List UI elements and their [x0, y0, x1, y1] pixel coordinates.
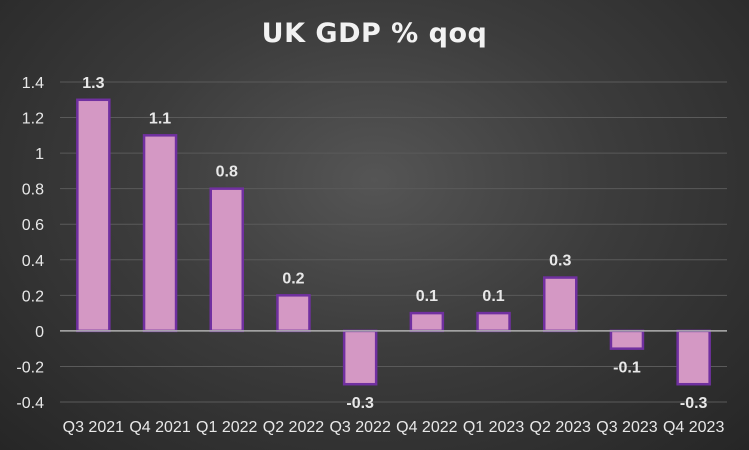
x-tick-label: Q3 2023 [596, 419, 657, 436]
data-label: 0.1 [416, 288, 438, 305]
data-label: -0.3 [346, 395, 374, 412]
bar [409, 311, 445, 333]
x-tick-label: Q3 2022 [329, 419, 390, 436]
y-tick-label: -0.2 [16, 359, 44, 376]
data-label: 1.1 [149, 110, 171, 127]
x-tick-label: Q4 2023 [663, 419, 724, 436]
y-tick-label: 0.8 [22, 182, 44, 199]
y-tick-label: 0.2 [22, 288, 44, 305]
bar [209, 187, 244, 333]
y-tick-label: 0 [35, 324, 44, 341]
x-tick-label: Q2 2023 [530, 419, 591, 436]
chart-title: UK GDP % qoq [261, 18, 488, 49]
bar [676, 329, 711, 386]
y-tick-label: 0.6 [22, 217, 44, 234]
y-tick-label: 1.2 [22, 111, 44, 128]
bar [142, 134, 178, 333]
data-label: -0.1 [613, 360, 641, 377]
x-tick-label: Q1 2023 [463, 419, 524, 436]
bar [76, 98, 111, 333]
bar [342, 329, 378, 386]
x-tick-label: Q1 2022 [196, 419, 257, 436]
y-tick-label: 1 [35, 146, 44, 163]
y-tick-label: 1.4 [22, 75, 44, 92]
x-tick-label: Q4 2021 [129, 419, 190, 436]
bar [476, 311, 511, 333]
bar [609, 329, 645, 350]
x-tick-label: Q4 2022 [396, 419, 457, 436]
data-label: 0.8 [216, 164, 238, 181]
x-tick-label: Q2 2022 [263, 419, 324, 436]
data-label: 1.3 [82, 75, 104, 92]
x-tick-label: Q3 2021 [63, 419, 124, 436]
data-label: 0.3 [549, 253, 571, 270]
y-tick-label: 0.4 [22, 253, 44, 270]
y-tick-label: -0.4 [16, 395, 44, 412]
data-label: -0.3 [680, 395, 708, 412]
data-label: 0.1 [482, 288, 504, 305]
bar [276, 294, 311, 333]
bar [543, 276, 578, 333]
data-label: 0.2 [282, 270, 304, 287]
